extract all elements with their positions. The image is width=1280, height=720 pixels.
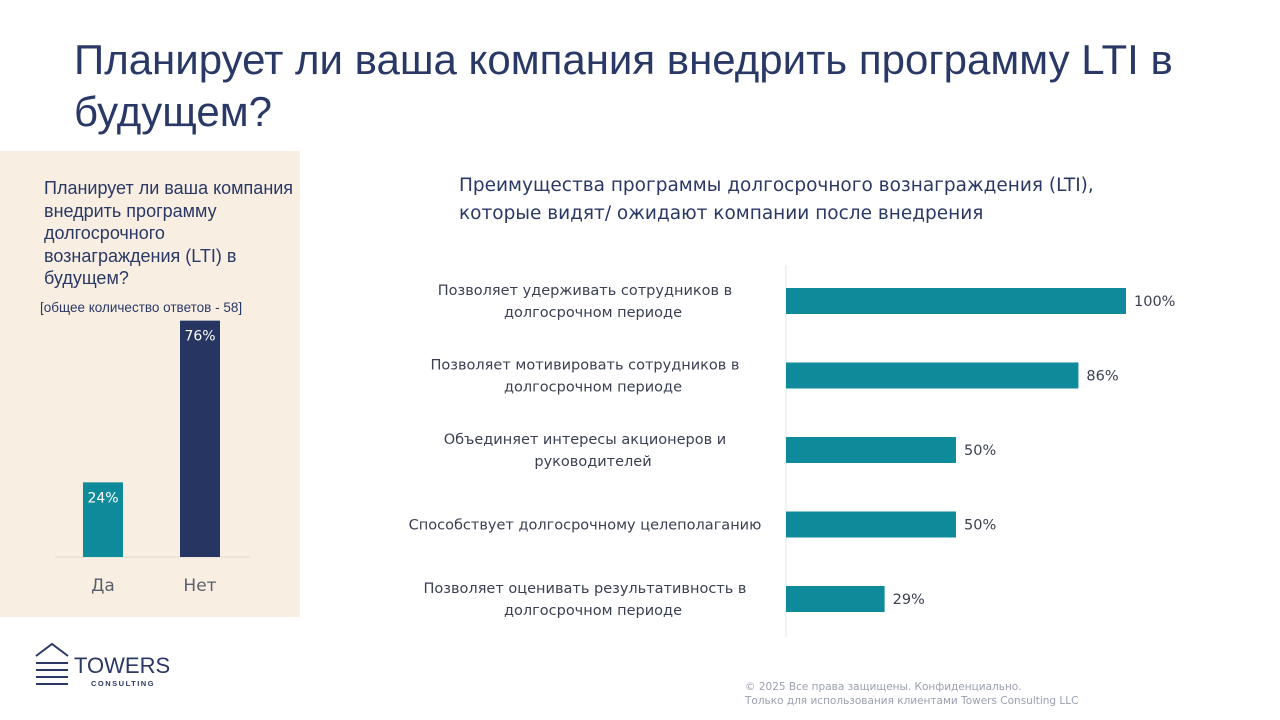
footer-copyright: © 2025 Все права защищены. Конфиденциаль… (745, 681, 1022, 693)
left-question: Планирует ли ваша компания внедрить прог… (44, 178, 294, 288)
benefit-value-label: 50% (964, 443, 996, 459)
column-category-label: Да (91, 576, 115, 596)
benefit-bar (786, 288, 1126, 314)
left-panel: Планирует ли ваша компания внедрить прог… (0, 151, 300, 617)
logo-subtitle: CONSULTING (91, 679, 155, 688)
towers-logo: TOWERS CONSULTING (35, 642, 170, 688)
benefit-value-label: 50% (964, 518, 996, 534)
responses-count-note: [общее количество ответов - 58] (40, 300, 243, 315)
column-value-label: 76% (184, 329, 215, 345)
column-bar (83, 482, 123, 557)
benefits-bar-chart: 100% Позволяет удерживать сотрудников в до… (409, 265, 1175, 637)
footer-usage-note: Только для использования клиентами Tower… (745, 695, 1079, 707)
towers-logo-icon (35, 642, 69, 685)
benefit-bar (786, 511, 956, 538)
page-title: Планирует ли ваша компания внедрить прог… (74, 36, 1173, 135)
column-category-label: Нет (183, 576, 216, 596)
benefit-category-label: Объединяет интересы акционеров и руководи… (444, 432, 726, 470)
yes-no-column-chart: 24% Да 76% Нет (55, 320, 250, 596)
column-value-label: 24% (87, 490, 118, 506)
benefit-bar (786, 437, 956, 463)
benefit-bar (786, 362, 1079, 389)
benefit-category-label: Позволяет оценивать результативность в до… (424, 581, 747, 619)
benefit-value-label: 100% (1134, 294, 1175, 310)
footer: © 2025 Все права защищены. Конфиденциаль… (745, 680, 1265, 708)
benefit-category-label: Позволяет удерживать сотрудников в долгос… (438, 283, 732, 321)
benefit-category-label: Позволяет мотивировать сотрудников в долг… (431, 358, 740, 396)
benefit-value-label: 86% (1086, 369, 1118, 385)
logo-name: TOWERS (74, 653, 170, 678)
benefit-value-label: 29% (893, 592, 925, 608)
benefit-category-label: Способствует долгосрочному целеполаганию (409, 518, 762, 534)
benefit-bar (786, 586, 885, 612)
benefits-chart-title: Преимущества программы долгосрочного воз… (459, 175, 1094, 224)
column-bar (180, 320, 220, 557)
